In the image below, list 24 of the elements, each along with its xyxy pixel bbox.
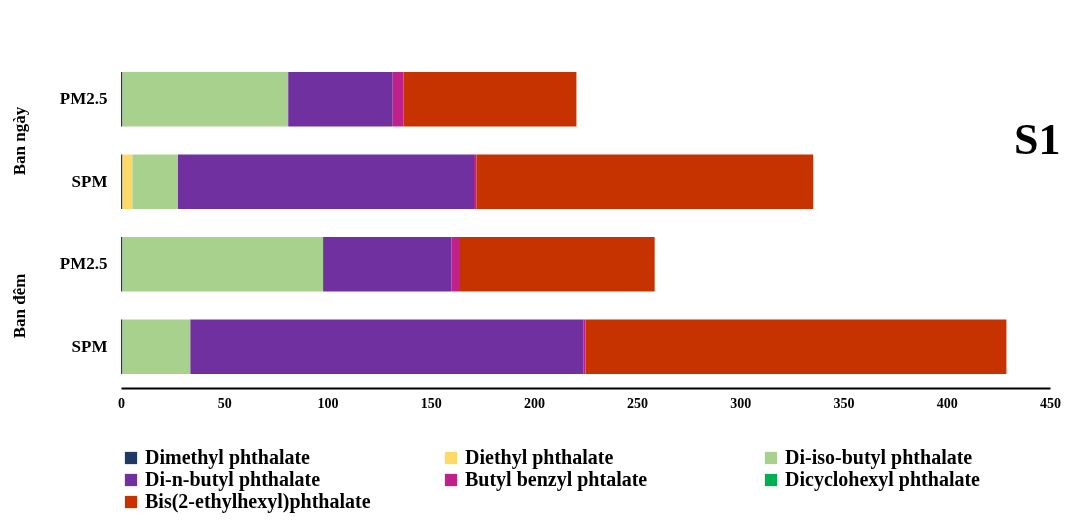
text: S1 — [1014, 115, 1061, 164]
y-tick-label: SPM — [71, 171, 108, 191]
legend-label: Di-iso-butyl phthalate — [785, 446, 973, 469]
legend-label: Dimethyl phthalate — [145, 446, 311, 469]
x-tick-label: 200 — [523, 395, 545, 411]
legend-label: Diethyl phthalate — [465, 446, 614, 469]
x-tick-label: 300 — [730, 395, 752, 411]
x-tick-label: 350 — [833, 395, 855, 411]
y-tick-label: PM2.5 — [59, 89, 108, 109]
legend-label: Bis(2-ethylhexyl)phthalate — [145, 490, 371, 513]
x-tick-label: 0 — [118, 395, 125, 411]
x-tick-label: 250 — [627, 395, 649, 411]
legend-label: Dicyclohexyl phthalate — [785, 468, 981, 491]
x-tick-label: 50 — [217, 395, 232, 411]
legend-label: Di-n-butyl phthalate — [145, 468, 321, 491]
y-tick-label: SPM — [71, 336, 108, 356]
y-tick-label: PM2.5 — [59, 254, 108, 274]
text: Ban ngày — [10, 106, 30, 175]
x-tick-label: 150 — [420, 395, 442, 411]
text: Ban đêm — [10, 273, 30, 338]
x-tick-label: 100 — [317, 395, 339, 411]
x-tick-label: 400 — [936, 395, 958, 411]
legend-label: Butyl benzyl phtalate — [465, 468, 648, 491]
x-tick-label: 450 — [1040, 395, 1061, 411]
